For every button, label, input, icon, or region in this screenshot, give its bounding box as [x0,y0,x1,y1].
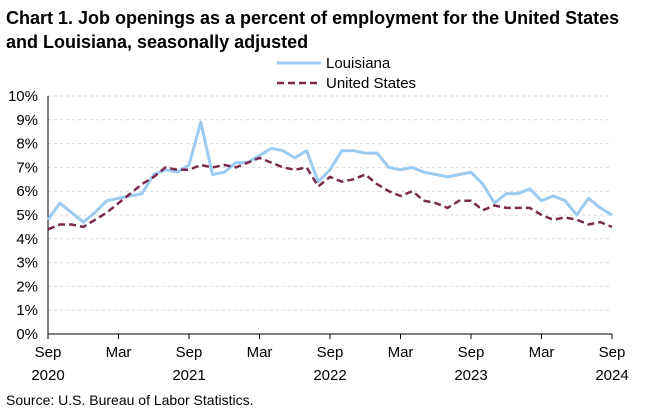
y-tick-label: 1% [16,302,38,319]
x-tick-year: 2023 [454,367,487,384]
x-tick-month: Sep [35,344,62,361]
x-tick-year: 2021 [172,367,205,384]
x-tick-month: Mar [529,344,555,361]
x-axis-ticks: Sep 2020 Mar Sep 2021 Mar Sep 2022 Mar Sep 2023 Mar… [31,334,629,384]
y-tick-label: 4% [16,231,38,248]
x-tick-month: Mar [388,344,414,361]
x-tick-month: Sep [176,344,203,361]
y-tick-label: 8% [16,136,38,153]
series-line-united-states [47,156,613,231]
series-lines [46,120,613,231]
y-tick-label: 2% [16,278,38,295]
y-tick-label: 3% [16,255,38,272]
x-tick-year: 2020 [31,367,64,384]
x-tick-month: Mar [106,344,132,361]
legend-label-louisiana: Louisiana [326,55,391,72]
y-tick-label: 6% [16,183,38,200]
x-tick-year: 2024 [595,367,628,384]
chart-title: Chart 1. Job openings as a percent of em… [6,8,620,52]
x-tick-month: Sep [458,344,485,361]
y-axis-ticks: 0% 1% 2% 3% 4% 5% 6% 7% 8% 9% 10% [8,88,38,343]
x-tick-month: Sep [599,344,626,361]
legend-label-united-states: United States [326,75,416,92]
y-tick-label: 7% [16,159,38,176]
y-tick-label: 9% [16,112,38,129]
y-tick-label: 5% [16,207,38,224]
x-tick-year: 2022 [313,367,346,384]
source-note: Source: U.S. Bureau of Labor Statistics. [6,392,254,408]
y-tick-label: 10% [8,88,38,105]
y-tick-label: 0% [16,326,38,343]
gridlines [48,95,612,311]
x-tick-month: Sep [317,344,344,361]
x-tick-month: Mar [247,344,273,361]
series-line-louisiana [46,120,613,224]
legend: Louisiana United States [277,55,416,92]
